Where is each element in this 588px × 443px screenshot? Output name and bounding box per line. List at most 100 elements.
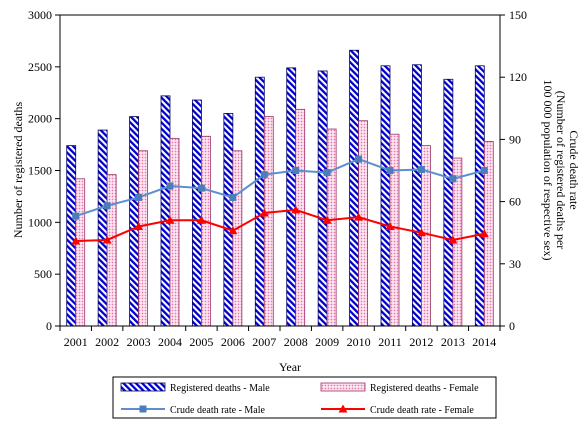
- registered-deaths-male-bar-2001: [66, 145, 77, 327]
- registered-deaths-male-bar-2003: [129, 116, 139, 327]
- y2-axis-tick-label: 120: [509, 70, 527, 84]
- registered-deaths-male-bar-2002: [97, 129, 108, 327]
- registered-deaths-female-bar-2004: [169, 137, 180, 327]
- crude-death-rate-female-point-2004: [165, 215, 175, 224]
- y-axis-tick-label: 0: [46, 319, 52, 333]
- y-axis-tick-label: 2000: [28, 112, 52, 126]
- y2-axis-label-line-2: (Number of registered deaths per: [554, 91, 568, 250]
- registered-deaths-male-bar-2009: [317, 70, 328, 327]
- crude-death-rate-female-point-2002: [102, 235, 112, 244]
- registered-deaths-female-bar-2003: [138, 150, 148, 327]
- registered-deaths-male-bar-2011: [380, 65, 391, 327]
- legend: Registered deaths - Male Registered deat…: [112, 376, 497, 419]
- crude-death-rate-male-point-2013: [449, 175, 457, 183]
- crude-death-rate-male-point-2002: [103, 202, 111, 210]
- crude-death-rate-female-point-2001: [71, 236, 81, 245]
- crude-death-rate-male-point-2009: [323, 169, 331, 177]
- x-axis-tick-label: 2010: [347, 335, 371, 349]
- y2-axis-tick-label: 0: [509, 319, 515, 333]
- crude-death-rate-female-point-2009: [322, 215, 332, 224]
- legend-swatch-crude-death-rate-male-marker: [139, 405, 147, 413]
- registered-deaths-female-bar-2007: [263, 116, 274, 327]
- crude-death-rate-male-point-2003: [135, 193, 143, 201]
- x-axis-tick-label: 2004: [158, 335, 182, 349]
- crude-death-rate-female-point-2008: [291, 205, 301, 214]
- x-axis-label: Year: [279, 360, 301, 374]
- x-axis-tick-label: 2013: [441, 335, 465, 349]
- legend-label-registered-deaths-female: Registered deaths - Female: [370, 383, 479, 394]
- x-axis-tick-label: 2001: [64, 335, 88, 349]
- crude-death-rate-female-point-2007: [259, 208, 269, 217]
- x-axis-tick-label: 2014: [472, 335, 496, 349]
- x-axis-tick-label: 2012: [409, 335, 433, 349]
- registered-deaths-female-bar-2008: [295, 108, 306, 327]
- legend-swatch-registered-deaths-male: [120, 382, 166, 392]
- y2-axis-label-line-1: Crude death rate: [567, 130, 581, 209]
- crude-death-rate-female-line: [75, 208, 485, 242]
- x-axis-tick-label: 2002: [95, 335, 119, 349]
- y-axis-tick-label: 500: [34, 267, 52, 281]
- crude-death-rate-male-point-2011: [386, 167, 394, 174]
- registered-deaths-female-bar-2011: [389, 133, 400, 327]
- y-axis-tick-label: 1000: [28, 215, 52, 229]
- registered-deaths-female-bar-2010: [358, 120, 368, 327]
- x-axis-tick-label: 2007: [252, 335, 276, 349]
- y-axis-tick-label: 2500: [28, 60, 52, 74]
- registered-deaths-male-bar-2013: [443, 78, 454, 327]
- crude-death-rate-female-point-2003: [134, 221, 144, 230]
- crude-death-rate-female-point-2010: [354, 212, 364, 221]
- registered-deaths-female-bar-2001: [75, 178, 86, 327]
- registered-deaths-male-bar-2005: [192, 99, 202, 327]
- y-axis-tick-label: 3000: [28, 8, 52, 22]
- legend-box: [112, 376, 497, 419]
- registered-deaths-male-bar-2008: [286, 67, 297, 327]
- registered-deaths-female-bar-2006: [232, 150, 243, 327]
- crude-death-rate-female-point-2013: [448, 235, 458, 244]
- y2-axis-tick-label: 90: [509, 132, 521, 146]
- registered-deaths-male-bar-2012: [412, 64, 422, 327]
- axes-layer: 0 500 1000 1500 2000 2500 3000 0 30 60 90 120 150 200…: [28, 8, 527, 349]
- crude-death-rate-female-point-2005: [196, 215, 206, 224]
- crude-death-rate-male-point-2005: [197, 184, 205, 192]
- crude-death-rate-male-point-2001: [72, 212, 80, 220]
- y2-axis-tick-label: 60: [509, 195, 521, 209]
- registered-deaths-male-bar-2014: [474, 65, 485, 327]
- registered-deaths-male-bar-2007: [254, 76, 265, 327]
- crude-death-rate-male-point-2008: [292, 167, 300, 174]
- legend-label-crude-death-rate-female: Crude death rate - Female: [370, 405, 474, 416]
- legend-swatch-crude-death-rate-female-marker: [338, 404, 348, 413]
- crude-death-rate-female-point-2012: [416, 228, 426, 237]
- x-axis-tick-label: 2008: [284, 335, 308, 349]
- crude-death-rate-male-point-2007: [260, 171, 268, 179]
- y-axis-tick-label: 1500: [28, 164, 52, 178]
- crude-death-rate-female-point-2006: [228, 226, 238, 235]
- y2-axis-tick-label: 150: [509, 8, 527, 22]
- y2-axis-tick-label: 30: [509, 257, 521, 271]
- registered-deaths-male-bar-2006: [223, 113, 234, 327]
- x-axis-tick-label: 2009: [315, 335, 339, 349]
- crude-death-rate-male-point-2012: [417, 165, 425, 173]
- x-axis-tick-label: 2011: [378, 335, 402, 349]
- registered-deaths-female-bar-2009: [326, 128, 337, 327]
- crude-death-rate-male-point-2010: [355, 155, 363, 163]
- registered-deaths-female-bar-2005: [201, 135, 211, 327]
- registered-deaths-male-bar-2010: [349, 49, 359, 327]
- legend-swatch-registered-deaths-female: [320, 382, 366, 392]
- x-axis-tick-label: 2006: [221, 335, 245, 349]
- legend-label-registered-deaths-male: Registered deaths - Male: [170, 383, 270, 394]
- legend-label-crude-death-rate-male: Crude death rate - Male: [170, 405, 266, 416]
- lines-layer: [71, 155, 489, 245]
- crude-death-rate-male-point-2006: [229, 193, 237, 201]
- y-axis-label: Number of registered deaths: [11, 102, 25, 239]
- registered-deaths-female-bar-2002: [106, 174, 117, 327]
- crude-death-rate-male-line: [75, 158, 485, 218]
- crude-death-rate-female-point-2014: [479, 229, 489, 238]
- crude-death-rate-female-point-2011: [385, 221, 395, 230]
- y2-axis-label-line-3: 100 000 population of respective sex): [541, 80, 555, 261]
- registered-deaths-male-bar-2004: [160, 95, 171, 327]
- x-axis-tick-label: 2003: [127, 335, 151, 349]
- crude-death-rate-male-point-2004: [166, 182, 174, 190]
- x-axis-tick-label: 2005: [189, 335, 213, 349]
- crude-death-rate-male-point-2014: [480, 167, 488, 174]
